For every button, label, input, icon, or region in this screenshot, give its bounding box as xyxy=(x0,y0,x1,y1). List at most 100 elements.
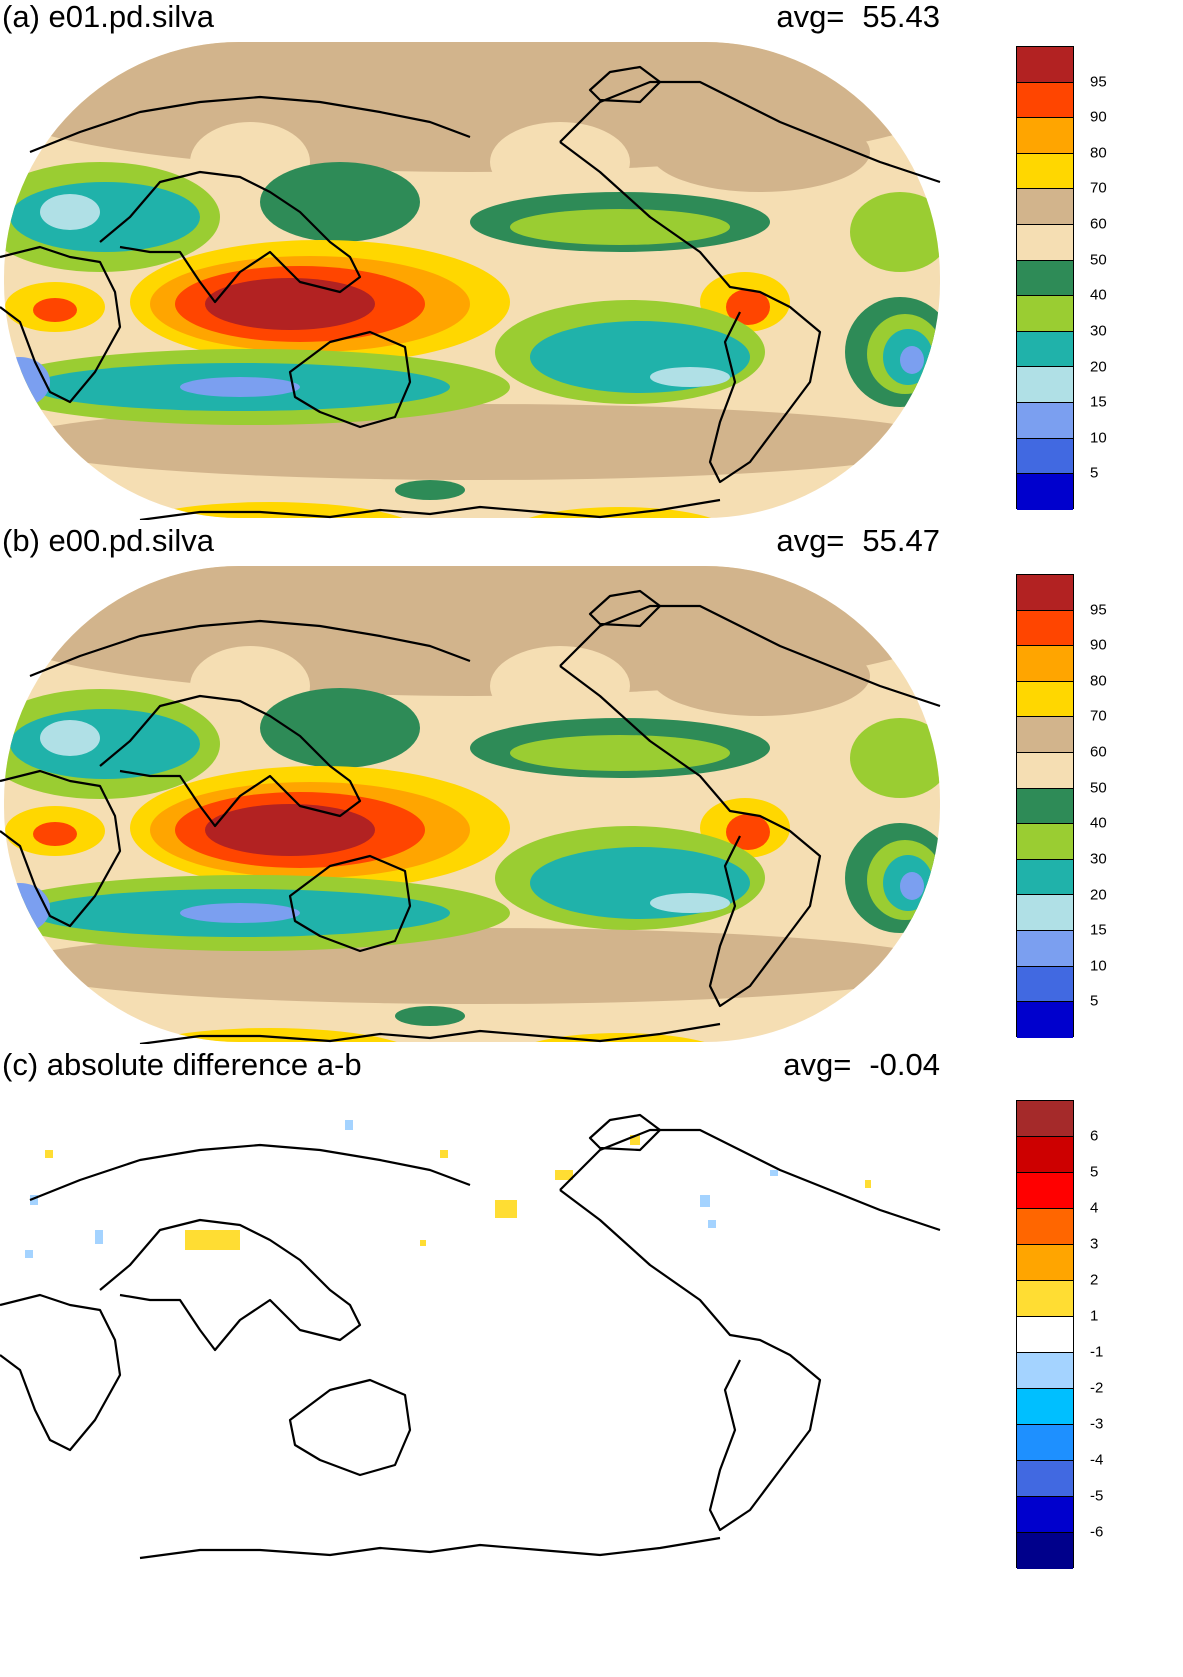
colorbar-tick-label: 60 xyxy=(1090,743,1107,761)
colorbar-tick-label: 40 xyxy=(1090,286,1107,304)
colorbar-tick-label: 50 xyxy=(1090,779,1107,797)
colorbar-swatch xyxy=(1017,646,1073,682)
colorbar-b xyxy=(1016,574,1074,1038)
colorbar-swatch xyxy=(1017,1497,1073,1533)
colorbar-swatch xyxy=(1017,331,1073,368)
colorbar-swatch xyxy=(1017,753,1073,789)
colorbar-tick-label: 90 xyxy=(1090,108,1107,126)
colorbar-swatch xyxy=(1017,260,1073,297)
coastlines xyxy=(0,65,941,520)
colorbar-tick-label: -3 xyxy=(1090,1415,1104,1433)
colorbar-swatch xyxy=(1017,681,1073,718)
colorbar-tick-label: 2 xyxy=(1090,1271,1099,1289)
colorbar-tick-label: 3 xyxy=(1090,1235,1099,1253)
colorbar-swatch xyxy=(1017,1353,1073,1389)
colorbar-swatch xyxy=(1017,296,1073,332)
coastlines xyxy=(0,1113,941,1560)
colorbar-swatch xyxy=(1017,1281,1073,1317)
colorbar-tick-label: 40 xyxy=(1090,814,1107,832)
colorbar-swatch xyxy=(1017,966,1073,1003)
colorbar-swatch xyxy=(1017,1389,1073,1425)
colorbar-swatch xyxy=(1017,1137,1073,1173)
colorbar-swatch xyxy=(1017,438,1073,475)
colorbar-swatch xyxy=(1017,895,1073,932)
colorbar-tick-label: 6 xyxy=(1090,1127,1099,1145)
avg-value: -0.04 xyxy=(869,1047,940,1082)
coastlines xyxy=(0,589,941,1044)
panel-b: (b) e00.pd.silva avg= 55.47 xyxy=(0,524,1183,1044)
colorbar-labels-c: 6 5 4 3 2 1 -1 -2 -3 -4 -5 -6 xyxy=(1090,1100,1150,1568)
colorbar-tick-label: 30 xyxy=(1090,850,1107,868)
colorbar-tick-label: 20 xyxy=(1090,886,1107,904)
colorbar-swatch xyxy=(1017,575,1073,611)
colorbar-tick-label: -5 xyxy=(1090,1487,1104,1505)
colorbar-tick-label: 30 xyxy=(1090,322,1107,340)
colorbar-swatch xyxy=(1017,1461,1073,1497)
colorbar-tick-label: 95 xyxy=(1090,73,1107,91)
difference-spots xyxy=(25,1120,871,1258)
colorbar-tick-label: -2 xyxy=(1090,1379,1104,1397)
colorbar-swatch xyxy=(1017,1209,1073,1245)
colorbar-tick-label: 50 xyxy=(1090,251,1107,269)
colorbar-swatch xyxy=(1017,225,1073,261)
colorbar-swatch xyxy=(1017,47,1073,83)
colorbar-tick-label: -1 xyxy=(1090,1343,1104,1361)
colorbar-swatch xyxy=(1017,189,1073,226)
panel-c: (c) absolute difference a-b avg= -0.04 xyxy=(0,1048,1183,1677)
avg-value: 55.43 xyxy=(862,0,940,34)
panel-average: avg= 55.43 xyxy=(776,0,940,34)
colorbar-tick-label: -6 xyxy=(1090,1523,1104,1541)
colorbar-tick-label: 70 xyxy=(1090,707,1107,725)
colorbar-swatch xyxy=(1017,1101,1073,1137)
panel-title: (a) e01.pd.silva xyxy=(2,0,214,34)
colorbar-swatch xyxy=(1017,474,1073,510)
avg-label: avg= xyxy=(776,0,845,34)
panel-average: avg= -0.04 xyxy=(783,1048,940,1082)
colorbar-tick-label: 15 xyxy=(1090,921,1107,939)
colorbar-tick-label: 70 xyxy=(1090,179,1107,197)
colorbar-swatch xyxy=(1017,1425,1073,1461)
colorbar-labels-b: 95 90 80 70 60 50 40 30 20 15 10 5 xyxy=(1090,574,1150,1037)
colorbar-swatch xyxy=(1017,1173,1073,1209)
colorbar-swatch xyxy=(1017,367,1073,404)
colorbar-c xyxy=(1016,1100,1074,1569)
panel-a: (a) e01.pd.silva avg= 55.43 xyxy=(0,0,1183,520)
colorbar-tick-label: 90 xyxy=(1090,636,1107,654)
colorbar-tick-label: 20 xyxy=(1090,358,1107,376)
map-a xyxy=(0,42,941,520)
map-c xyxy=(0,1113,941,1560)
colorbar-swatch xyxy=(1017,153,1073,190)
colorbar-swatch xyxy=(1017,118,1073,154)
avg-value: 55.47 xyxy=(862,523,940,558)
colorbar-swatch xyxy=(1017,1245,1073,1281)
map-b xyxy=(0,566,941,1044)
colorbar-swatch xyxy=(1017,824,1073,860)
colorbar-tick-label: 15 xyxy=(1090,393,1107,411)
colorbar-tick-label: 1 xyxy=(1090,1307,1099,1325)
panel-title: (b) e00.pd.silva xyxy=(2,523,214,558)
colorbar-swatch xyxy=(1017,82,1073,119)
colorbar-swatch xyxy=(1017,403,1073,439)
colorbar-swatch xyxy=(1017,717,1073,754)
colorbar-tick-label: 5 xyxy=(1090,1163,1099,1181)
avg-label: avg= xyxy=(783,1047,852,1082)
colorbar-swatch xyxy=(1017,1533,1073,1569)
colorbar-tick-label: 10 xyxy=(1090,957,1107,975)
colorbar-a xyxy=(1016,46,1074,510)
colorbar-swatch xyxy=(1017,610,1073,647)
panel-title: (c) absolute difference a-b xyxy=(2,1047,362,1082)
colorbar-swatch xyxy=(1017,859,1073,896)
colorbar-tick-label: 10 xyxy=(1090,429,1107,447)
avg-label: avg= xyxy=(776,523,845,558)
colorbar-tick-label: 60 xyxy=(1090,215,1107,233)
colorbar-tick-label: 5 xyxy=(1090,992,1099,1010)
colorbar-tick-label: 5 xyxy=(1090,464,1099,482)
colorbar-tick-label: 95 xyxy=(1090,601,1107,619)
colorbar-tick-label: 80 xyxy=(1090,672,1107,690)
colorbar-swatch xyxy=(1017,1317,1073,1353)
colorbar-labels-a: 95 90 80 70 60 50 40 30 20 15 10 5 xyxy=(1090,46,1150,509)
colorbar-swatch xyxy=(1017,1002,1073,1038)
colorbar-swatch xyxy=(1017,931,1073,967)
colorbar-tick-label: 4 xyxy=(1090,1199,1099,1217)
colorbar-tick-label: -4 xyxy=(1090,1451,1104,1469)
